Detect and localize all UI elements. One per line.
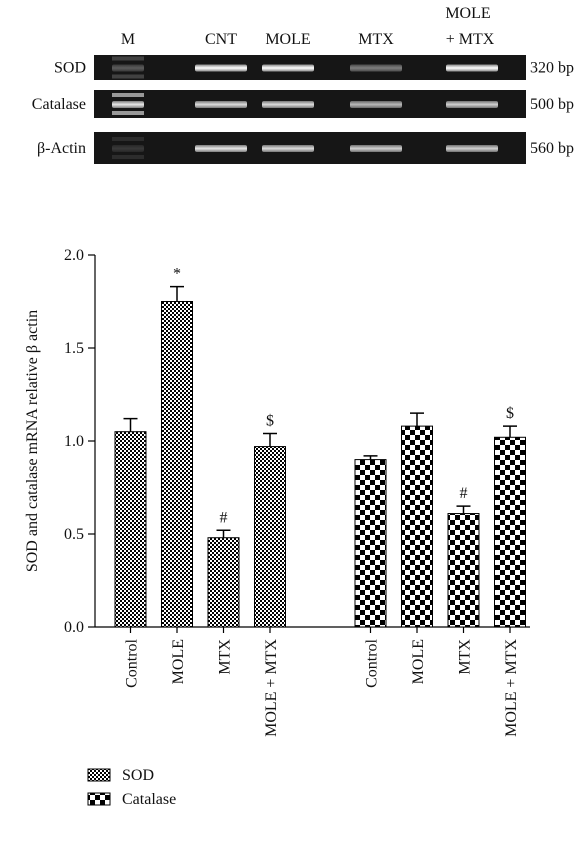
lane-label: + MTX <box>446 31 495 48</box>
annotation: * <box>173 266 181 283</box>
gel-band <box>195 145 247 152</box>
band-size: 500 bp <box>530 96 574 113</box>
y-tick-label: 0.0 <box>64 619 84 636</box>
gel-band <box>112 145 144 152</box>
gel-band <box>112 57 144 61</box>
bar <box>208 538 239 627</box>
error-bar <box>410 413 424 426</box>
gel-row-label: SOD <box>54 60 86 77</box>
gel-band <box>446 101 498 108</box>
error-bar <box>217 530 231 537</box>
y-axis-label: SOD and catalase mRNA relative β actin <box>24 310 41 572</box>
gel-band <box>195 101 247 108</box>
gel-row-label: Catalase <box>32 96 86 113</box>
gel-band <box>262 101 314 108</box>
gel-band <box>350 145 402 152</box>
error-bar <box>364 456 378 460</box>
bar <box>115 432 146 627</box>
gel-band <box>112 137 144 141</box>
x-tick-label: MTX <box>457 639 474 675</box>
lane-label: MTX <box>358 31 394 48</box>
bar <box>355 460 386 627</box>
legend-label: SOD <box>122 767 154 784</box>
lane-label: CNT <box>205 31 237 48</box>
y-tick-label: 2.0 <box>64 247 84 264</box>
gel-band <box>350 101 402 108</box>
legend-swatch <box>88 793 110 805</box>
gel-band <box>262 65 314 72</box>
bar <box>448 514 479 627</box>
bar <box>255 447 286 627</box>
y-tick-label: 1.0 <box>64 433 84 450</box>
annotation: $ <box>266 413 274 430</box>
lane-label: M <box>121 31 135 48</box>
legend-label: Catalase <box>122 791 176 808</box>
page: M CNT MOLE MTX MOLE + MTX SOD 320 bp Catalase 50… <box>0 0 586 851</box>
gel-band <box>112 75 144 79</box>
annotation: $ <box>506 405 514 422</box>
bar <box>402 426 433 627</box>
gel-band <box>350 65 402 72</box>
x-tick-label: MTX <box>217 639 234 675</box>
gel-band <box>195 65 247 72</box>
lane-label: MOLE <box>445 5 494 22</box>
gel-band <box>112 111 144 115</box>
band-size: 320 bp <box>530 60 574 77</box>
gel-band <box>112 155 144 159</box>
error-bar <box>124 419 138 432</box>
x-tick-label: MOLE + MTX <box>263 639 280 737</box>
x-tick-label: MOLE <box>410 639 427 684</box>
error-bar <box>503 426 517 437</box>
lane-label: MOLE <box>265 31 310 48</box>
gel-band <box>446 145 498 152</box>
bar <box>162 302 193 628</box>
annotation: # <box>220 509 228 526</box>
error-bar <box>457 506 471 513</box>
gel-band <box>262 145 314 152</box>
annotation: # <box>460 485 468 502</box>
band-size: 560 bp <box>530 140 574 157</box>
x-tick-label: MOLE <box>170 639 187 684</box>
gel-row-label: β-Actin <box>37 140 86 157</box>
gel-band <box>112 65 144 72</box>
x-tick-label: Control <box>124 638 141 687</box>
error-bar <box>170 287 184 302</box>
x-tick-label: MOLE + MTX <box>503 639 520 737</box>
y-tick-label: 0.5 <box>64 526 84 543</box>
gel-band <box>112 101 144 108</box>
y-tick-label: 1.5 <box>64 340 84 357</box>
bar <box>495 437 526 627</box>
figure: M CNT MOLE MTX MOLE + MTX SOD 320 bp Catalase 50… <box>0 0 586 846</box>
gel-band <box>446 65 498 72</box>
legend-swatch <box>88 769 110 781</box>
gel-band <box>112 93 144 97</box>
error-bar <box>263 434 277 447</box>
x-tick-label: Control <box>364 638 381 687</box>
